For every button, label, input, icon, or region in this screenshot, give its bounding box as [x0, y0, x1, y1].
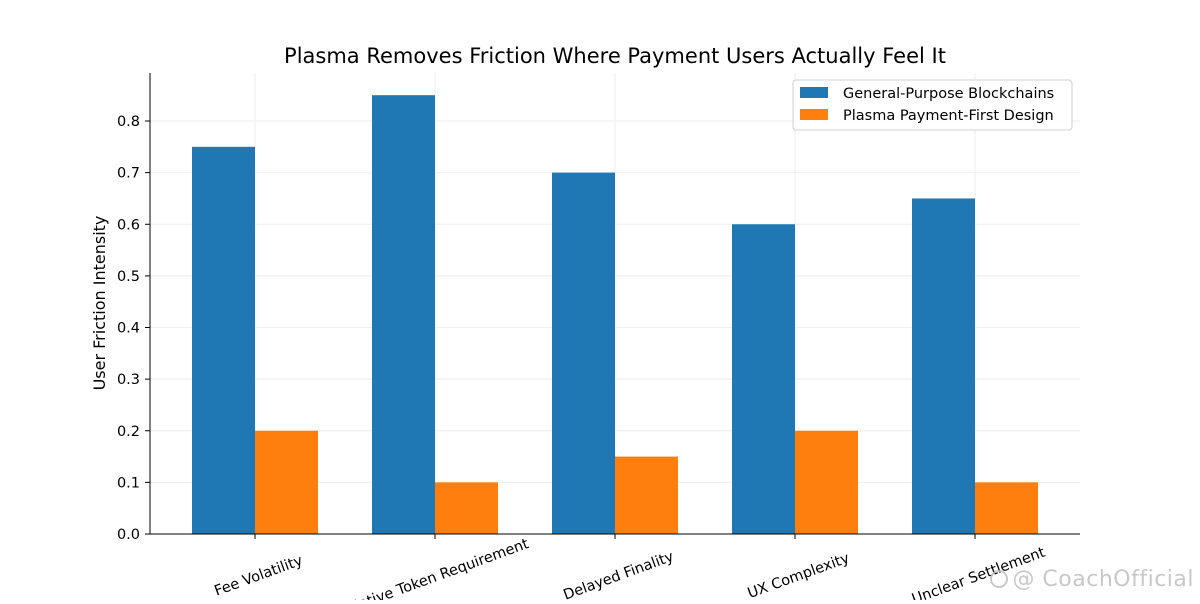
- bar-plasma-1: [435, 482, 498, 534]
- y-tick-label: 0.7: [117, 166, 140, 182]
- bar-general-purpose-4: [912, 198, 975, 535]
- legend-label-plasma: Plasma Payment-First Design: [843, 108, 1054, 124]
- watermark-text: @ CoachOfficial: [1012, 567, 1194, 592]
- bar-plasma-2: [615, 456, 678, 534]
- y-axis-label: User Friction Intensity: [90, 216, 109, 391]
- x-tick-label: Delayed Finality: [561, 549, 676, 600]
- watermark: @ CoachOfficial: [990, 567, 1194, 592]
- bar-general-purpose-0: [192, 146, 255, 534]
- bars: [192, 95, 1038, 535]
- legend-frame: [792, 79, 1073, 131]
- bar-general-purpose-1: [372, 95, 435, 534]
- y-tick-label: 0.3: [117, 372, 140, 388]
- bar-plasma-4: [975, 482, 1038, 534]
- y-tick-label: 0.2: [117, 424, 140, 440]
- legend-swatch-general-purpose: [800, 87, 828, 98]
- y-tick-label: 0.6: [117, 217, 140, 233]
- y-tick-label: 0.4: [117, 321, 140, 337]
- y-tick-label: 0.0: [117, 527, 140, 543]
- bar-general-purpose-2: [552, 172, 615, 534]
- y-tick-label: 0.1: [117, 475, 140, 491]
- bar-general-purpose-3: [732, 224, 795, 534]
- legend: General-Purpose Blockchains Plasma Payme…: [792, 79, 1073, 131]
- y-tick-label: 0.8: [117, 114, 140, 130]
- y-tick-label: 0.5: [117, 269, 140, 285]
- legend-swatch-plasma: [800, 109, 828, 120]
- watermark-logo-icon: [990, 570, 1009, 588]
- x-tick-label: Native Token Requirement: [346, 536, 531, 600]
- bar-plasma-3: [795, 430, 858, 534]
- chart-title: Plasma Removes Friction Where Payment Us…: [284, 44, 946, 68]
- legend-label-general-purpose: General-Purpose Blockchains: [843, 86, 1054, 102]
- x-tick-label: UX Complexity: [746, 550, 852, 600]
- x-tick-label: Fee Volatility: [212, 553, 305, 600]
- axes: [145, 73, 1080, 539]
- bar-plasma-0: [255, 430, 318, 534]
